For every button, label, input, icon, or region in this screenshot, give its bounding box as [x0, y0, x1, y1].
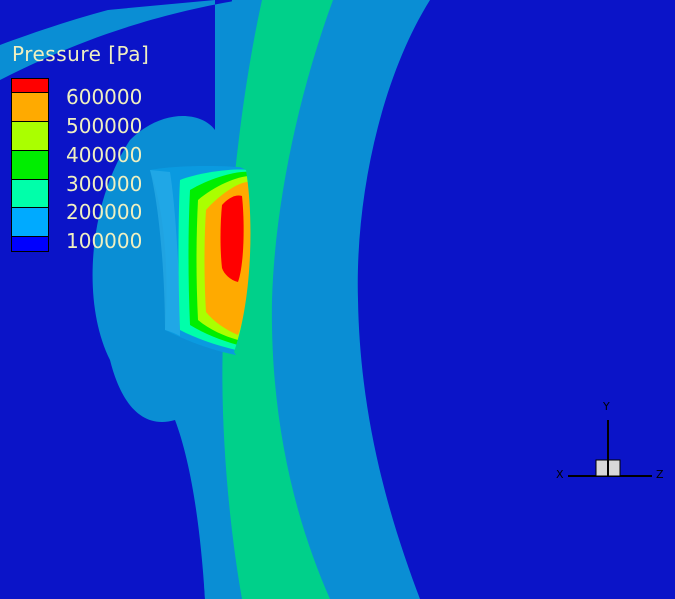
left-light-blue-region — [0, 0, 240, 599]
legend-label: 500000 — [66, 114, 143, 138]
legend-swatch — [12, 237, 48, 251]
green-pressure-band — [222, 0, 333, 599]
legend-swatch — [12, 79, 48, 93]
axis-y-label: Y — [603, 400, 610, 413]
axis-z-label: Z — [656, 468, 664, 481]
legend-color-bar — [11, 78, 49, 252]
legend-title: Pressure [Pa] — [12, 42, 150, 66]
legend-swatch — [12, 208, 48, 237]
legend-label: 300000 — [66, 172, 143, 196]
legend-swatch — [12, 93, 48, 122]
left-dark-region — [0, 0, 150, 45]
legend-swatch — [12, 122, 48, 151]
legend-label: 100000 — [66, 229, 143, 253]
axis-x-label: X — [556, 468, 564, 481]
legend-label: 200000 — [66, 200, 143, 224]
legend-label: 400000 — [66, 143, 143, 167]
legend-label: 600000 — [66, 85, 143, 109]
cylinder-body — [150, 163, 259, 358]
legend-swatch — [12, 180, 48, 208]
legend-swatch — [12, 151, 48, 180]
axis-triad — [568, 420, 652, 477]
